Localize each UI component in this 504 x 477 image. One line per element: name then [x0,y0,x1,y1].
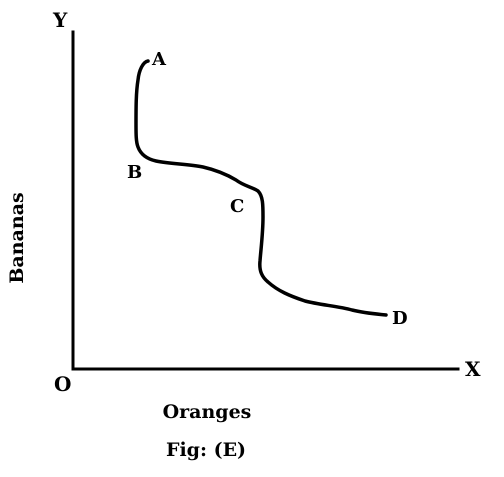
x-axis-end-label: X [465,357,481,381]
figure-caption: Fig: (E) [166,439,246,461]
indifference-curve [134,59,388,317]
y-axis-title: Bananas [6,192,28,283]
x-axis-title: Oranges [163,401,252,423]
point-label-b: B [127,162,142,183]
y-axis-end-label: Y [52,8,68,32]
point-label-a: A [151,49,167,70]
point-label-c: C [230,196,244,217]
origin-label: O [54,372,71,396]
point-label-d: D [392,308,408,329]
